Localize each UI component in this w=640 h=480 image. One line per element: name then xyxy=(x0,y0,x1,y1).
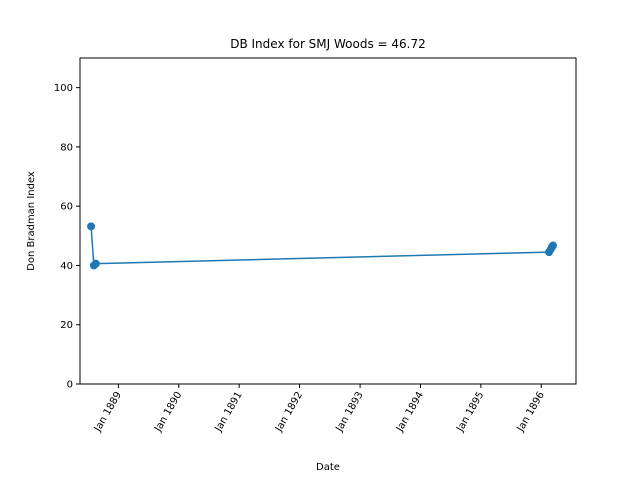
y-tick-label: 0 xyxy=(67,380,73,391)
plot-frame xyxy=(79,57,577,385)
y-tick-label: 100 xyxy=(54,83,73,94)
y-tick-label: 20 xyxy=(60,320,73,331)
plot-area xyxy=(80,58,576,384)
data-point-marker xyxy=(87,222,96,231)
y-axis-ticks: 0 20 40 60 80 100 xyxy=(54,83,80,391)
y-tick-label: 80 xyxy=(60,142,73,153)
y-tick-label: 40 xyxy=(60,261,73,272)
y-tick-label: 60 xyxy=(60,202,73,213)
x-axis-label: Date xyxy=(316,462,340,473)
y-axis-label: Don Bradman Index xyxy=(26,171,37,271)
series-layer xyxy=(87,222,558,270)
data-point-marker xyxy=(549,241,558,250)
data-point-marker xyxy=(91,259,100,268)
chart-title: DB Index for SMJ Woods = 46.72 xyxy=(230,37,426,51)
